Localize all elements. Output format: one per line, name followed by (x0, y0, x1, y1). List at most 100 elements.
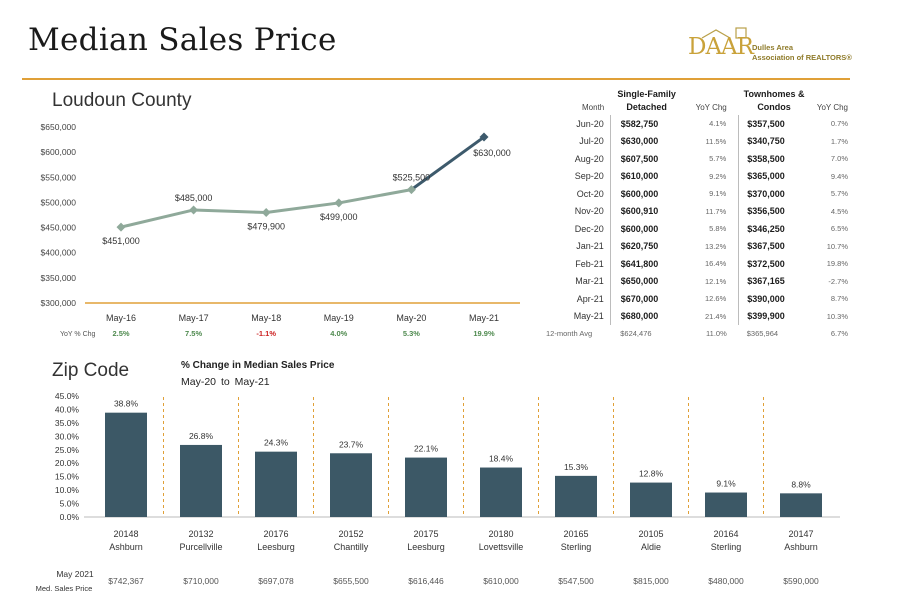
bar (555, 475, 597, 517)
month-cell: Nov-20 (574, 206, 604, 217)
line-chart-title: Loudoun County (52, 90, 192, 111)
th-header-line2: Condos (757, 102, 791, 112)
zip-change-bar-chart: 0.0% 5.0% 10.0% 15.0% 20.0% 25.0% 30.0% 35.0% 40… (36, 391, 840, 593)
series-line-segment (266, 201, 339, 215)
sf-price-cell: $641,800 (609, 255, 683, 273)
sf-yoy-cell: 11.5% (705, 136, 727, 146)
sf-price-cell: $600,000 (609, 185, 683, 203)
sf-price-cell: $670,000 (609, 290, 683, 308)
bar-chart-title: Zip Code (52, 360, 130, 381)
y-tick-label: $550,000 (41, 172, 77, 182)
zip-code-label: 20105 (638, 529, 663, 539)
data-value-label: $630,000 (473, 148, 511, 158)
logo-rooftop-icon (701, 27, 747, 39)
zip-place-label: Ashburn (784, 542, 818, 552)
th-yoy-cell: 5.7% (830, 189, 848, 199)
month-cell: Jul-20 (579, 136, 604, 147)
y-tick-label: 0.0% (60, 512, 80, 522)
sf-price-cell: $650,000 (609, 272, 683, 290)
bar-value-label: 26.8% (189, 431, 214, 441)
median-price-line-chart: $300,000 $350,000 $400,000 $450,000 $500,000… (41, 122, 520, 338)
data-value-label: $479,900 (247, 222, 285, 232)
median-price-label: $655,500 (333, 576, 369, 586)
y-tick-label: $500,000 (41, 197, 77, 207)
data-point-marker (261, 208, 271, 218)
bar-value-label: 15.3% (564, 462, 589, 472)
bar-value-label: 38.8% (114, 399, 139, 409)
sf-yoy-cell: 16.4% (704, 259, 727, 269)
monthly-price-table: Single-Family Townhomes & Month Detached… (546, 86, 854, 341)
sf-header-line2: Detached (626, 102, 667, 112)
sf-yoy-cell: 9.1% (709, 189, 727, 199)
y-tick-label: $600,000 (41, 147, 77, 157)
th-yoy-cell: 1.7% (830, 136, 848, 146)
series-line-segment (410, 135, 485, 191)
zip-code-label: 20176 (263, 529, 288, 539)
x-tick-label: May-20 (396, 313, 426, 323)
th-price-cell: $390,000 (738, 290, 810, 308)
th-yoy-cell: 9.4% (830, 171, 848, 181)
zip-place-label: Chantilly (334, 542, 369, 552)
zip-code-label: 20147 (788, 529, 813, 539)
month-cell: Apr-21 (576, 293, 604, 304)
sf-price-cell: $600,910 (609, 202, 683, 220)
zip-place-label: Sterling (711, 542, 742, 552)
zip-place-label: Leesburg (407, 542, 445, 552)
x-tick-label: May-16 (106, 313, 136, 323)
th-price-cell: $340,750 (738, 132, 810, 150)
th-yoy-cell: 8.7% (830, 294, 848, 304)
price-row-label-1: May 2021 (56, 569, 94, 579)
bar (780, 493, 822, 517)
data-value-label: $525,500 (393, 173, 431, 183)
data-point-marker (189, 205, 199, 215)
y-tick-label: $650,000 (41, 122, 77, 132)
zip-place-label: Leesburg (257, 542, 295, 552)
range-sep: to (220, 376, 230, 388)
logo-tagline-2: Association of REALTORS® (752, 53, 852, 62)
th-price-cell: $365,000 (738, 167, 810, 185)
sf-yoy-cell: 21.4% (704, 311, 727, 321)
th-price-cell: $367,500 (738, 237, 810, 255)
y-tick-label: 5.0% (60, 499, 80, 509)
table-row: Dec-20 $600,000 5.8% $346,250 6.5% (546, 220, 854, 238)
x-tick-label: May-17 (179, 313, 209, 323)
zip-code-label: 20148 (113, 529, 138, 539)
sf-yoy-cell: 13.2% (704, 241, 727, 251)
sf-yoy-cell: 5.8% (709, 224, 727, 234)
data-value-label: $499,000 (320, 212, 358, 222)
month-cell: Oct-20 (576, 188, 604, 199)
bar-value-label: 8.8% (791, 479, 811, 489)
logo-wordmark: DAAR (688, 34, 754, 60)
sf-price-cell: $582,750 (609, 115, 683, 133)
y-tick-label: $350,000 (41, 273, 77, 283)
header-rule (22, 78, 850, 80)
table-row: Nov-20 $600,910 11.7% $356,500 4.5% (546, 202, 854, 220)
zip-code-label: 20180 (488, 529, 513, 539)
th-yoy-header: YoY Chg (816, 102, 848, 112)
zip-code-label: 20152 (338, 529, 363, 539)
series-line-segment (338, 188, 412, 205)
zip-place-label: Lovettsville (479, 542, 524, 552)
data-point-marker (406, 185, 416, 195)
yoy-value: -1.1% (256, 329, 276, 338)
th-yoy-cell: 6.7% (830, 328, 848, 338)
month-header: Month (582, 102, 605, 112)
series-line-segment (120, 208, 194, 229)
sf-yoy-cell: 12.6% (704, 294, 727, 304)
th-price-cell: $399,900 (738, 307, 810, 325)
bar-chart-subtitle: % Change in Median Sales Price (181, 360, 335, 371)
month-cell: Dec-20 (574, 223, 604, 234)
yoy-row-label: YoY % Chg (60, 331, 96, 338)
y-tick-label: 15.0% (55, 472, 80, 482)
th-header-line1: Townhomes & (743, 89, 805, 99)
sf-yoy-cell: 11.7% (705, 206, 727, 216)
month-cell: Sep-20 (574, 171, 604, 182)
page-title: Median Sales Price (28, 22, 337, 58)
th-price-cell: $358,500 (738, 150, 810, 168)
sf-yoy-cell: 11.0% (706, 328, 727, 338)
sf-yoy-cell: 12.1% (704, 276, 727, 286)
table-row: Aug-20 $607,500 5.7% $358,500 7.0% (546, 150, 854, 168)
bar-value-label: 22.1% (414, 444, 439, 454)
data-point-marker (116, 222, 126, 232)
sf-price-cell: $610,000 (609, 167, 683, 185)
